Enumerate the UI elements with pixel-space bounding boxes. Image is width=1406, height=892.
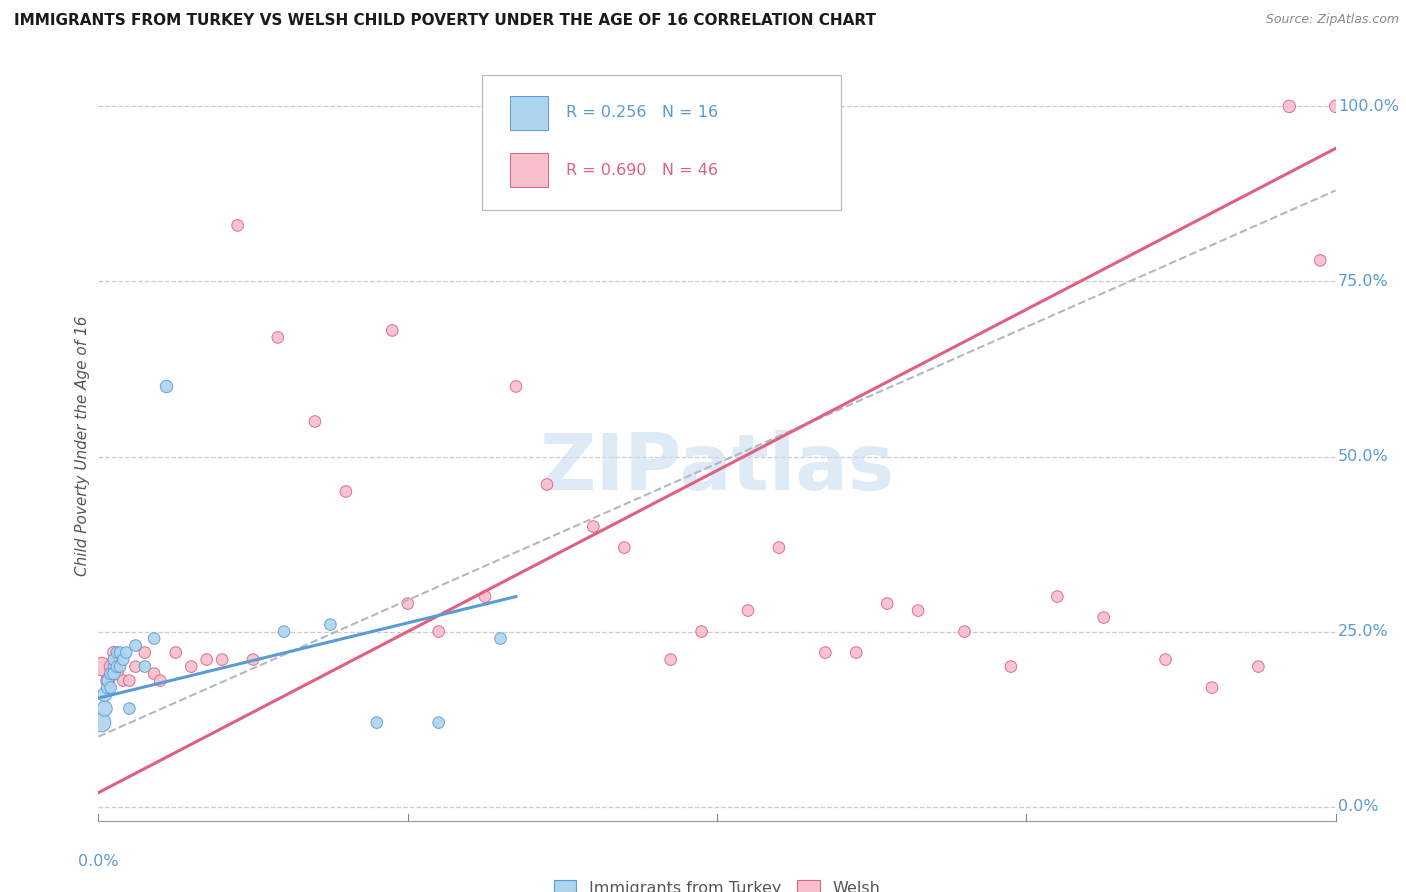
Point — [180, 659, 202, 673]
Text: IMMIGRANTS FROM TURKEY VS WELSH CHILD POVERTY UNDER THE AGE OF 16 CORRELATION CH: IMMIGRANTS FROM TURKEY VS WELSH CHILD PO… — [14, 13, 876, 29]
Point — [90, 659, 112, 673]
Text: 100.0%: 100.0% — [1339, 99, 1399, 114]
Point — [100, 659, 122, 673]
Point — [396, 597, 419, 611]
Point — [273, 624, 295, 639]
Point — [105, 646, 128, 660]
Point — [876, 597, 898, 611]
Point — [118, 673, 141, 688]
Point — [582, 519, 605, 533]
Point — [103, 652, 125, 666]
Point — [1324, 99, 1347, 113]
Point — [1154, 652, 1177, 666]
Point — [814, 646, 837, 660]
Point — [118, 701, 141, 715]
Text: Source: ZipAtlas.com: Source: ZipAtlas.com — [1265, 13, 1399, 27]
Point — [659, 652, 682, 666]
Point — [953, 624, 976, 639]
Point — [768, 541, 790, 555]
Point — [226, 219, 249, 233]
Point — [100, 681, 122, 695]
Point — [613, 541, 636, 555]
Text: ZIPatlas: ZIPatlas — [540, 431, 894, 507]
Point — [1247, 659, 1270, 673]
Point — [108, 659, 131, 673]
Point — [112, 673, 135, 688]
Point — [1309, 253, 1331, 268]
Point — [143, 632, 166, 646]
Text: 0.0%: 0.0% — [1339, 799, 1379, 814]
Point — [845, 646, 868, 660]
Point — [90, 715, 112, 730]
Point — [97, 681, 120, 695]
Point — [381, 323, 404, 337]
FancyBboxPatch shape — [510, 153, 547, 187]
Point — [690, 624, 713, 639]
Text: R = 0.690   N = 46: R = 0.690 N = 46 — [567, 162, 718, 178]
Point — [505, 379, 527, 393]
Point — [474, 590, 496, 604]
Text: 0.0%: 0.0% — [79, 855, 118, 870]
Point — [1201, 681, 1223, 695]
Point — [108, 646, 131, 660]
Point — [427, 715, 450, 730]
Point — [149, 673, 172, 688]
Point — [536, 477, 558, 491]
Point — [134, 646, 156, 660]
Point — [366, 715, 388, 730]
Point — [105, 666, 128, 681]
Point — [103, 659, 125, 673]
Point — [1278, 99, 1301, 113]
Text: R = 0.256   N = 16: R = 0.256 N = 16 — [567, 105, 718, 120]
Point — [155, 379, 177, 393]
Point — [1092, 610, 1115, 624]
Point — [427, 624, 450, 639]
Point — [97, 673, 120, 688]
Point — [335, 484, 357, 499]
Point — [195, 652, 218, 666]
Point — [93, 688, 115, 702]
Point — [143, 666, 166, 681]
Point — [103, 646, 125, 660]
Point — [1046, 590, 1069, 604]
Point — [1000, 659, 1022, 673]
Y-axis label: Child Poverty Under the Age of 16: Child Poverty Under the Age of 16 — [75, 316, 90, 576]
FancyBboxPatch shape — [482, 75, 841, 210]
Point — [907, 603, 929, 617]
Point — [124, 659, 146, 673]
Point — [100, 666, 122, 681]
Point — [112, 652, 135, 666]
FancyBboxPatch shape — [510, 96, 547, 130]
Text: 75.0%: 75.0% — [1339, 274, 1389, 289]
Point — [242, 652, 264, 666]
Legend: Immigrants from Turkey, Welsh: Immigrants from Turkey, Welsh — [547, 873, 887, 892]
Point — [304, 415, 326, 429]
Point — [267, 330, 290, 344]
Text: 25.0%: 25.0% — [1339, 624, 1389, 639]
Point — [124, 639, 146, 653]
Point — [165, 646, 187, 660]
Point — [134, 659, 156, 673]
Point — [103, 666, 125, 681]
Point — [211, 652, 233, 666]
Point — [93, 701, 115, 715]
Point — [489, 632, 512, 646]
Point — [115, 646, 138, 660]
Point — [319, 617, 342, 632]
Point — [105, 659, 128, 673]
Point — [97, 673, 120, 688]
Text: 50.0%: 50.0% — [1339, 449, 1389, 464]
Point — [737, 603, 759, 617]
